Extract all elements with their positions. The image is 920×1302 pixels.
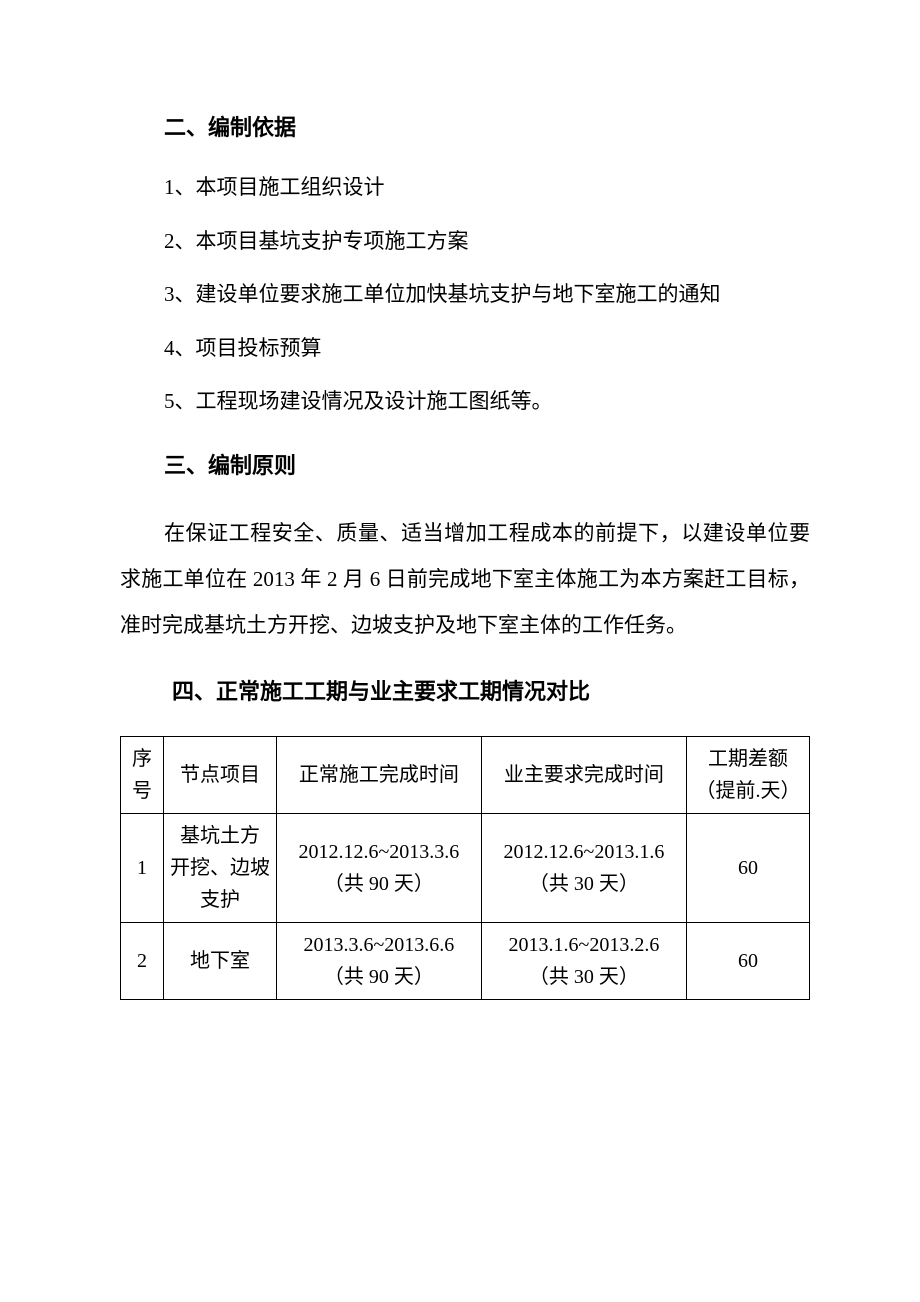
cell-owner: 2012.12.6~2013.1.6 （共 30 天） [481,814,686,923]
table-header-row: 序 号 节点项目 正常施工完成时间 业主要求完成时间 工期差额 （提前.天） [121,737,810,814]
list-item-3: 3、建设单位要求施工单位加快基坑支护与地下室施工的通知 [164,279,810,311]
cell-normal-l1: 2013.3.6~2013.6.6 [279,929,479,961]
section-3-heading: 三、编制原则 [164,448,810,480]
schedule-comparison-table: 序 号 节点项目 正常施工完成时间 业主要求完成时间 工期差额 （提前.天） 1… [120,736,810,1000]
list-item-5: 5、工程现场建设情况及设计施工图纸等。 [164,386,810,418]
cell-normal-l2: （共 90 天） [279,868,479,900]
cell-normal-l1: 2012.12.6~2013.3.6 [279,836,479,868]
th-seq: 序 号 [121,737,164,814]
table-row: 2 地下室 2013.3.6~2013.6.6 （共 90 天） 2013.1.… [121,923,810,1000]
cell-item: 地下室 [164,923,277,1000]
cell-owner-l1: 2013.1.6~2013.2.6 [484,929,684,961]
cell-owner-l2: （共 30 天） [484,868,684,900]
cell-diff: 60 [686,814,809,923]
cell-diff: 60 [686,923,809,1000]
cell-item-l2: 开挖、边坡 [166,852,274,884]
cell-owner-l1: 2012.12.6~2013.1.6 [484,836,684,868]
cell-item: 基坑土方 开挖、边坡 支护 [164,814,277,923]
cell-seq: 1 [121,814,164,923]
cell-seq: 2 [121,923,164,1000]
th-seq-l1: 序 [123,743,161,775]
cell-item-l1: 基坑土方 [166,820,274,852]
list-item-4: 4、项目投标预算 [164,333,810,365]
th-diff-l2: （提前.天） [689,775,807,807]
section-2-heading: 二、编制依据 [164,110,810,142]
cell-normal-l2: （共 90 天） [279,961,479,993]
list-item-1: 1、本项目施工组织设计 [164,172,810,204]
cell-normal: 2012.12.6~2013.3.6 （共 90 天） [276,814,481,923]
th-seq-l2: 号 [123,775,161,807]
cell-item-l3: 支护 [166,884,274,916]
cell-owner: 2013.1.6~2013.2.6 （共 30 天） [481,923,686,1000]
th-normal: 正常施工完成时间 [276,737,481,814]
table-row: 1 基坑土方 开挖、边坡 支护 2012.12.6~2013.3.6 （共 90… [121,814,810,923]
section-4-heading: 四、正常施工工期与业主要求工期情况对比 [172,674,810,706]
th-diff-l1: 工期差额 [689,743,807,775]
th-diff: 工期差额 （提前.天） [686,737,809,814]
list-item-2: 2、本项目基坑支护专项施工方案 [164,226,810,258]
cell-owner-l2: （共 30 天） [484,961,684,993]
cell-normal: 2013.3.6~2013.6.6 （共 90 天） [276,923,481,1000]
th-item: 节点项目 [164,737,277,814]
th-owner: 业主要求完成时间 [481,737,686,814]
section-3-paragraph: 在保证工程安全、质量、适当增加工程成本的前提下，以建设单位要求施工单位在 201… [120,510,810,649]
